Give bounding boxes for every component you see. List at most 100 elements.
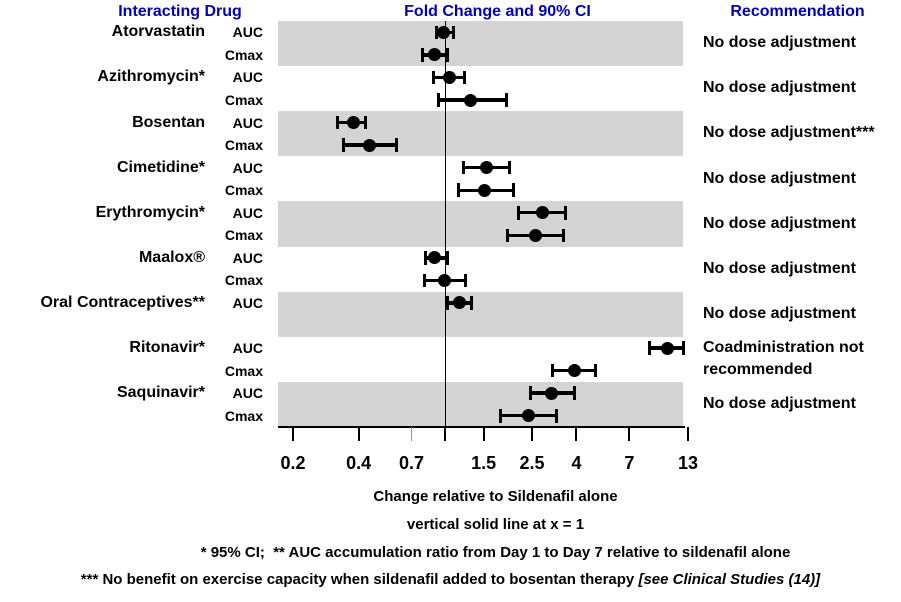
reference-line	[444, 21, 447, 427]
point-marker	[479, 161, 493, 175]
ci-cap-left	[550, 363, 554, 378]
x-tick-label: 4	[571, 453, 582, 473]
point-marker	[363, 138, 377, 152]
x-axis-caption: Change relative to Sildenafil alone	[373, 488, 618, 505]
recommendation-text: No dose adjustment	[703, 79, 856, 97]
x-tick	[292, 427, 294, 441]
ci-cap-left	[648, 341, 652, 355]
column-header-fold-change: Fold Change and 90% CI	[404, 3, 591, 20]
ci-cap-left	[431, 70, 435, 85]
footnote-2-italic: [see Clinical Studies (14)]	[638, 571, 821, 588]
recommendation-text: No dose adjustment	[703, 214, 856, 232]
point-marker	[545, 386, 559, 400]
param-label: Cmax	[224, 227, 263, 244]
reference-line-caption: vertical solid line at x = 1	[406, 516, 585, 533]
param-label: Cmax	[224, 137, 263, 154]
recommendation-text: No dose adjustment	[703, 169, 856, 187]
ci-cap-left	[506, 228, 509, 243]
drug-label: Atorvastatin	[111, 23, 205, 41]
ci-cap-left	[461, 160, 465, 175]
ci-cap-left	[423, 251, 427, 265]
param-label: AUC	[232, 24, 263, 41]
x-tick-label: 13	[677, 453, 699, 473]
ci-cap-left	[499, 408, 503, 423]
ci-cap-right	[555, 408, 559, 423]
x-tick-label: 0.4	[346, 453, 372, 473]
ci-cap-right	[682, 341, 686, 355]
row-band	[278, 291, 683, 337]
param-label: AUC	[232, 69, 263, 86]
ci-cap-right	[511, 183, 515, 198]
x-tick-label: 2.5	[519, 453, 545, 473]
point-marker	[568, 364, 582, 378]
param-label: Cmax	[224, 362, 263, 379]
column-header-interacting-drug: Interacting Drug	[118, 3, 242, 20]
ci-cap-right	[562, 228, 566, 243]
x-tick	[530, 427, 533, 441]
param-label: Cmax	[224, 407, 263, 424]
param-label: AUC	[232, 204, 263, 221]
point-marker	[442, 70, 456, 84]
point-marker	[436, 25, 450, 39]
drug-label: Erythromycin*	[95, 203, 205, 221]
drug-label: Azithromycin*	[97, 68, 205, 86]
param-label: AUC	[232, 385, 263, 402]
recommendation-text: Coadministration not recommended	[703, 338, 864, 379]
row-band	[278, 111, 683, 157]
drug-label: Saquinavir*	[116, 384, 205, 402]
x-axis-line	[278, 426, 685, 428]
ci-cap-right	[451, 25, 455, 40]
recommendation-text: No dose adjustment	[703, 259, 856, 277]
ci-cap-left	[422, 273, 426, 288]
x-tick	[482, 427, 485, 441]
param-label: AUC	[232, 249, 263, 266]
ci-cap-right	[563, 205, 567, 220]
point-marker	[347, 116, 361, 130]
drug-label: Cimetidine*	[116, 158, 205, 176]
footnote-2: *** No benefit on exercise capacity when…	[0, 570, 901, 590]
footnote-2-text: *** No benefit on exercise capacity when…	[80, 571, 639, 588]
recommendation-text: No dose adjustment	[703, 304, 856, 322]
x-tick-label: 0.7	[399, 453, 425, 473]
param-label: AUC	[232, 159, 263, 176]
param-label: Cmax	[224, 272, 263, 289]
x-tick	[357, 427, 360, 441]
recommendation-text: No dose adjustment***	[703, 124, 875, 142]
point-marker	[427, 251, 441, 265]
param-label: Cmax	[224, 92, 263, 108]
param-label: AUC	[232, 294, 263, 311]
point-marker	[528, 228, 542, 242]
ci-cap-left	[517, 205, 521, 220]
ci-cap-right	[504, 93, 508, 107]
x-tick	[628, 427, 631, 441]
point-marker	[464, 93, 478, 107]
param-label: Cmax	[224, 46, 263, 63]
ci-cap-right	[462, 70, 466, 85]
x-tick	[444, 427, 447, 441]
ci-cap-right	[363, 115, 367, 130]
row-band	[278, 21, 683, 67]
point-marker	[437, 273, 451, 287]
ci-cap-left	[445, 296, 449, 310]
ci-cap-left	[335, 115, 339, 130]
x-tick-label: 7	[624, 453, 635, 473]
x-tick-label: 1.5	[471, 453, 497, 473]
ci-cap-right	[464, 273, 468, 288]
ci-cap-left	[528, 386, 532, 400]
drug-label: Bosentan	[132, 113, 205, 131]
ci-cap-left	[341, 138, 345, 152]
point-marker	[521, 409, 535, 423]
ci-cap-right	[507, 160, 511, 175]
ci-cap-right	[470, 296, 474, 310]
ci-cap-right	[572, 386, 576, 400]
drug-label: Maalox®	[138, 248, 205, 266]
ci-cap-left	[421, 48, 425, 62]
drug-label: Ritonavir*	[129, 339, 205, 357]
point-marker	[478, 183, 492, 197]
ci-cap-left	[457, 183, 461, 198]
param-label: AUC	[232, 340, 263, 357]
x-tick	[687, 427, 689, 441]
drug-label: Oral Contraceptives**	[40, 293, 205, 311]
ci-cap-right	[445, 48, 449, 62]
